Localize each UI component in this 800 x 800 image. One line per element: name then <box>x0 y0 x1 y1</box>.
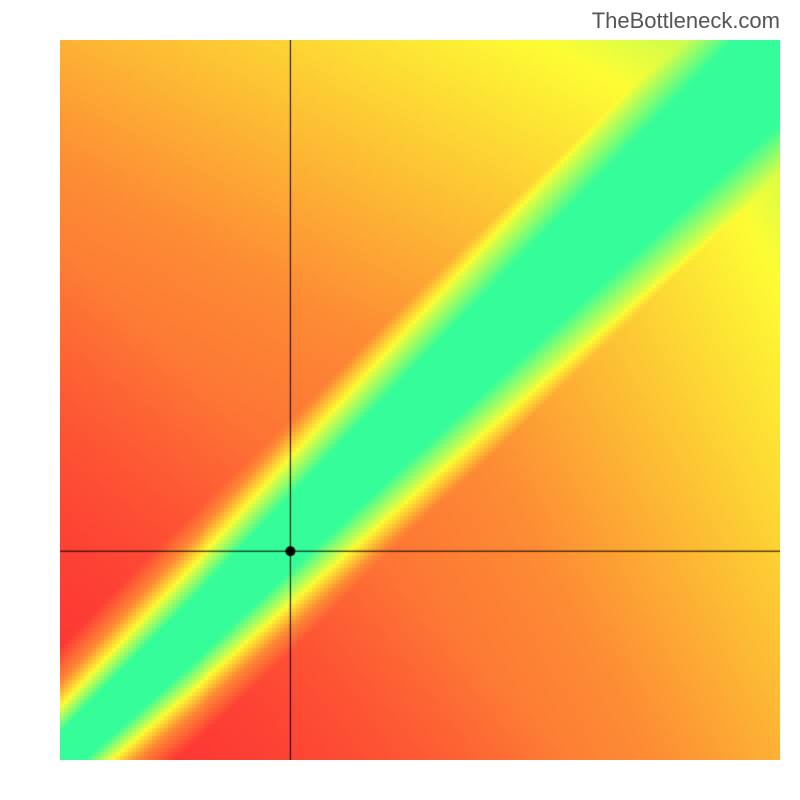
heatmap-plot <box>60 40 780 760</box>
watermark-text: TheBottleneck.com <box>592 8 780 34</box>
heatmap-canvas <box>60 40 780 760</box>
chart-container: TheBottleneck.com <box>0 0 800 800</box>
